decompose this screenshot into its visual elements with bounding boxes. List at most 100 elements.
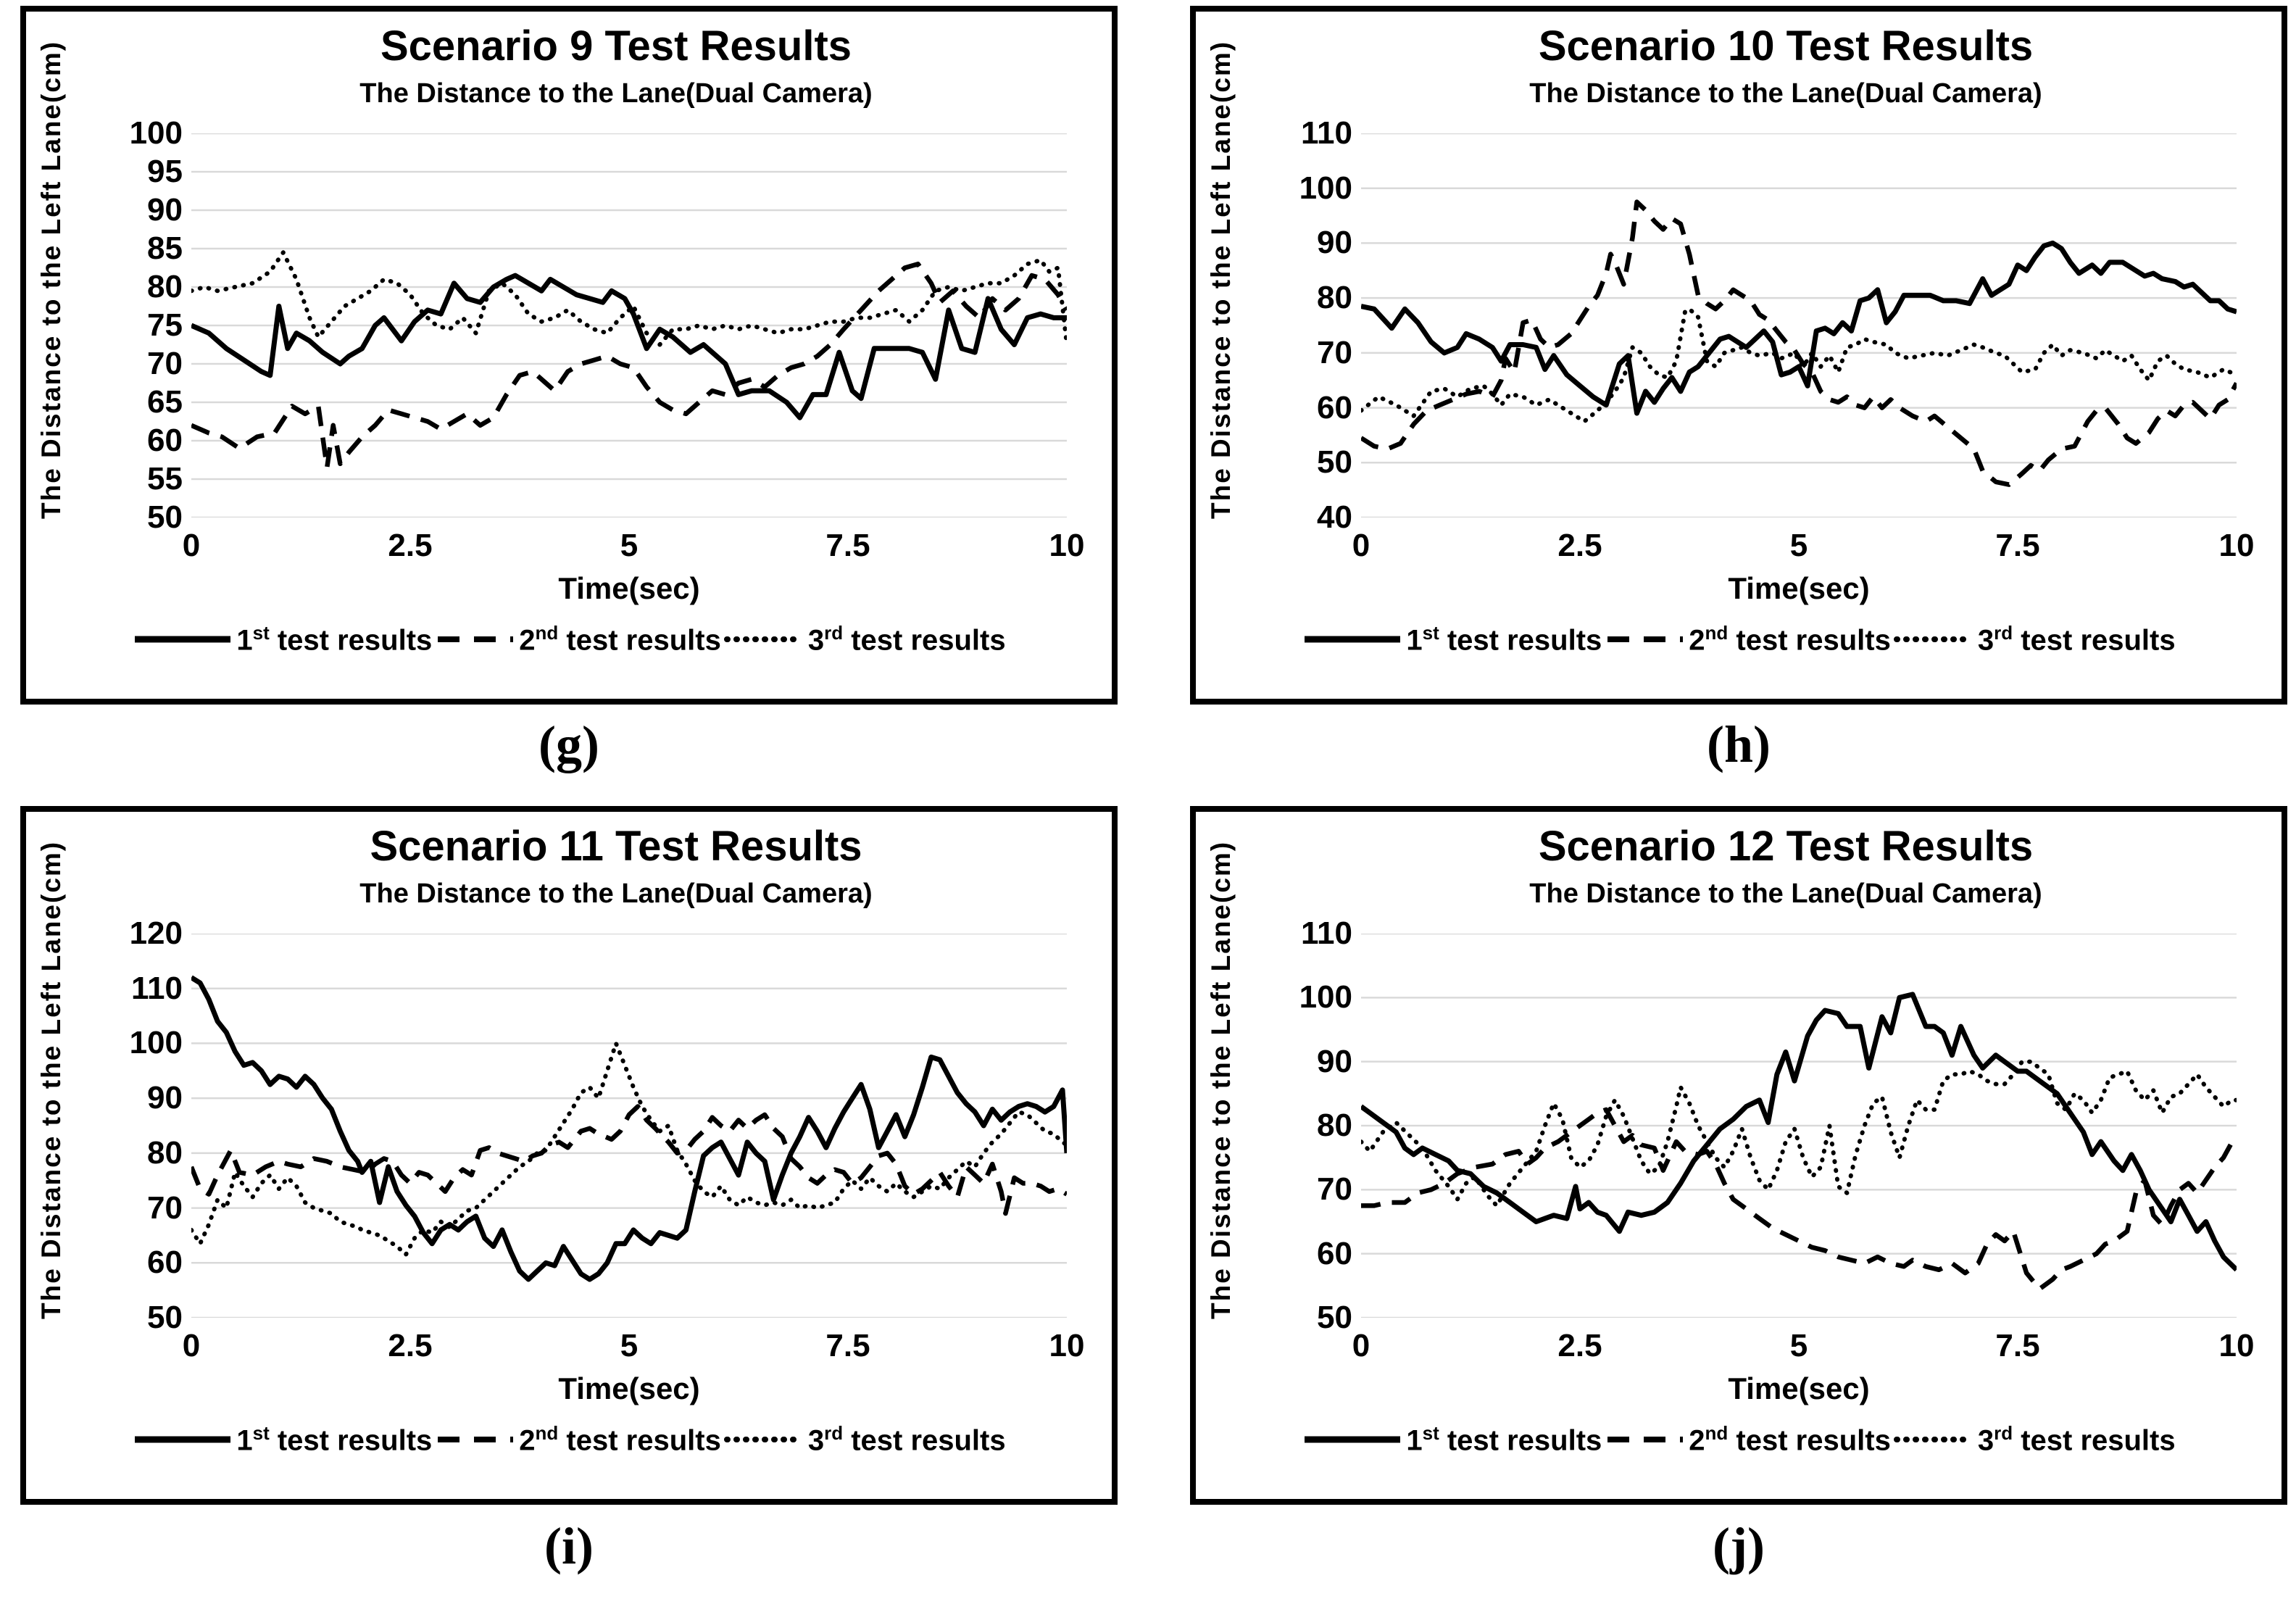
y-tick-label: 60 — [147, 1245, 183, 1281]
x-tick-label: 2.5 — [1557, 528, 1602, 563]
legend-marker-dotted-line-icon — [1893, 636, 1975, 643]
y-tick-label: 80 — [147, 1134, 183, 1171]
y-tick-label: 85 — [147, 230, 183, 266]
x-tick-label: 7.5 — [1995, 1328, 2040, 1363]
y-axis-title: The Distance to the Left Lane(cm) — [1206, 40, 1236, 519]
x-tick-label: 0 — [182, 1328, 201, 1363]
x-tick-label: 10 — [1049, 528, 1085, 563]
legend-label-rest: test results — [1439, 624, 1602, 657]
x-tick-label: 7.5 — [825, 528, 870, 563]
legend-marker-solid-line-icon — [1305, 636, 1401, 643]
y-tick-label: 110 — [1301, 115, 1352, 151]
y-tick-label: 40 — [1317, 499, 1352, 535]
x-axis-title: Time(sec) — [1728, 1371, 1870, 1405]
legend-label-num: 1 — [236, 1424, 253, 1457]
legend-marker-dashed-line-icon — [438, 1437, 514, 1443]
x-tick-label: 7.5 — [1995, 528, 2040, 563]
legend-label: 3rd test results — [808, 1422, 1006, 1457]
legend-marker-dashed-line-icon — [1607, 1437, 1684, 1443]
legend: 1st test results 2nd test results 3rd test… — [1203, 622, 2274, 657]
y-tick-label: 50 — [147, 499, 183, 535]
legend-label-ordinal: nd — [535, 622, 559, 644]
series-line-dotted-3rd-test-results — [189, 1041, 1069, 1257]
caption-h: (h) — [1707, 715, 1771, 773]
y-tick-label: 60 — [1317, 1235, 1352, 1271]
series-line-dotted-3rd-test-results — [1359, 307, 2239, 424]
plot-area — [1359, 932, 2239, 1321]
legend-label-ordinal: st — [1422, 622, 1439, 644]
legend-label-ordinal: rd — [824, 622, 844, 644]
series-line-dashed-2nd-test-results — [1360, 199, 2239, 487]
legend-marker-solid-line-icon — [135, 636, 231, 643]
chart-subtitle: The Distance to the Lane(Dual Camera) — [359, 878, 873, 909]
legend-label-num: 3 — [807, 1424, 825, 1457]
legend-label-ordinal: rd — [824, 1422, 844, 1444]
x-tick-label: 5 — [620, 1328, 639, 1363]
y-tick-label: 80 — [1317, 1108, 1352, 1143]
x-tick-label: 10 — [2218, 1328, 2255, 1363]
caption-i: (i) — [544, 1517, 594, 1575]
series-line-solid-1st-test-results — [1359, 992, 2239, 1272]
y-axis-title: The Distance to the Left Lane(cm) — [36, 840, 66, 1319]
legend-label-ordinal: nd — [1705, 622, 1729, 644]
x-tick-label: 10 — [2218, 528, 2255, 563]
x-axis-title: Time(sec) — [1728, 571, 1870, 605]
caption-g: (g) — [538, 715, 599, 773]
legend-label-num: 2 — [1689, 1424, 1705, 1457]
series-line-dashed-2nd-test-results — [1361, 1107, 2238, 1292]
y-tick-label: 100 — [129, 115, 183, 151]
y-tick-label: 100 — [129, 1025, 183, 1061]
x-tick-label: 2.5 — [1557, 1328, 1602, 1363]
chart-subtitle: The Distance to the Lane(Dual Camera) — [1529, 78, 2042, 109]
y-tick-label: 120 — [129, 915, 183, 951]
y-tick-label: 70 — [147, 1189, 183, 1226]
legend-marker-dashed-line-icon — [1607, 636, 1684, 643]
chart-panel-h: Scenario 10 Test Results The Distance to … — [1190, 6, 2287, 705]
series-line-dashed-2nd-test-results — [190, 261, 1069, 470]
legend-label: 2nd test results — [519, 1422, 721, 1457]
chart-title: Scenario 9 Test Results — [380, 22, 852, 70]
y-tick-label: 60 — [147, 423, 183, 458]
legend-label-rest: test results — [1728, 1424, 1891, 1457]
legend-label-rest: test results — [1728, 624, 1891, 657]
plot-area — [189, 132, 1069, 521]
y-tick-label: 90 — [147, 192, 183, 228]
y-tick-label: 110 — [1301, 915, 1352, 951]
legend-label-num: 3 — [1977, 624, 1995, 657]
chart-canvas — [188, 932, 1070, 1319]
x-tick-label: 0 — [1352, 528, 1370, 563]
legend: 1st test results 2nd test results 3rd test… — [33, 1422, 1105, 1457]
legend-label-rest: test results — [558, 1424, 721, 1457]
plot-area — [188, 932, 1070, 1321]
legend-label-rest: test results — [843, 1424, 1006, 1457]
legend-label-num: 1 — [1406, 1424, 1423, 1457]
x-tick-label: 7.5 — [825, 1328, 870, 1363]
chart-panel-j: Scenario 12 Test Results The Distance to … — [1190, 806, 2287, 1505]
y-tick-label: 65 — [147, 384, 183, 420]
legend-label-num: 3 — [807, 624, 825, 657]
chart-canvas — [189, 132, 1069, 519]
legend-label-rest: test results — [558, 624, 721, 657]
y-tick-label: 100 — [1299, 979, 1352, 1015]
x-tick-label: 2.5 — [388, 1328, 433, 1363]
chart-panel-i: Scenario 11 Test Results The Distance to … — [20, 806, 1118, 1505]
legend-label-rest: test results — [1439, 1424, 1602, 1457]
x-tick-label: 0 — [1352, 1328, 1370, 1363]
series-line-dashed-2nd-test-results — [188, 1104, 1068, 1216]
chart-subtitle: The Distance to the Lane(Dual Camera) — [1529, 878, 2042, 909]
y-tick-label: 80 — [1317, 280, 1352, 316]
y-tick-label: 50 — [147, 1300, 183, 1335]
y-axis-title: The Distance to the Left Lane(cm) — [36, 40, 66, 519]
series-line-solid-1st-test-results — [1360, 240, 2238, 416]
legend: 1st test results 2nd test results 3rd test… — [33, 622, 1105, 657]
legend-label: 2nd test results — [1689, 1422, 1891, 1457]
x-tick-label: 0 — [182, 528, 201, 563]
legend-label: 1st test results — [236, 622, 432, 657]
legend-marker-solid-line-icon — [1305, 1436, 1401, 1443]
y-tick-label: 55 — [147, 461, 183, 497]
chart-canvas — [1359, 132, 2239, 519]
x-axis-title: Time(sec) — [558, 1371, 700, 1405]
legend-marker-solid-line-icon — [135, 1436, 231, 1443]
chart-subtitle: The Distance to the Lane(Dual Camera) — [359, 78, 873, 109]
y-tick-label: 90 — [147, 1080, 183, 1116]
